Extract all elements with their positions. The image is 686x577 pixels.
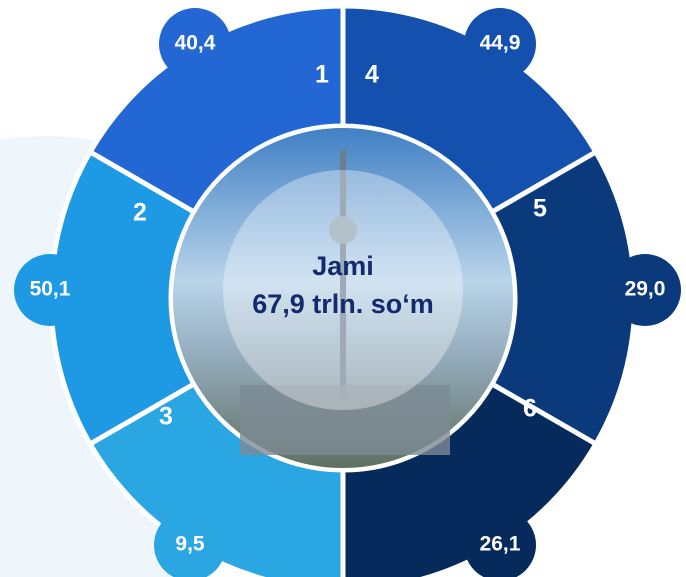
segment-number: 1 bbox=[315, 61, 329, 89]
page: 1 40,4 2 50,1 3 9,5 4 44,9 5 29,0 6 26,1 Jami 67,9 … bbox=[0, 0, 686, 577]
segment-value: 9,5 bbox=[175, 533, 205, 556]
segment-value: 29,0 bbox=[625, 278, 666, 301]
segment-number: 5 bbox=[533, 195, 547, 223]
segment-number: 2 bbox=[133, 199, 147, 227]
segment-value: 50,1 bbox=[30, 278, 71, 301]
segment-value: 26,1 bbox=[480, 533, 521, 556]
segment-value: 44,9 bbox=[480, 32, 521, 55]
center-total: 67,9 trln. so‘m bbox=[252, 289, 434, 319]
segment-number: 4 bbox=[365, 61, 379, 89]
center-title: Jami bbox=[312, 251, 374, 281]
segment-number: 6 bbox=[523, 395, 537, 423]
segment-number: 3 bbox=[159, 403, 173, 431]
segment-value: 40,4 bbox=[175, 32, 216, 55]
infographic: 1 40,4 2 50,1 3 9,5 4 44,9 5 29,0 6 26,1 Jami 67,9 … bbox=[0, 0, 686, 577]
